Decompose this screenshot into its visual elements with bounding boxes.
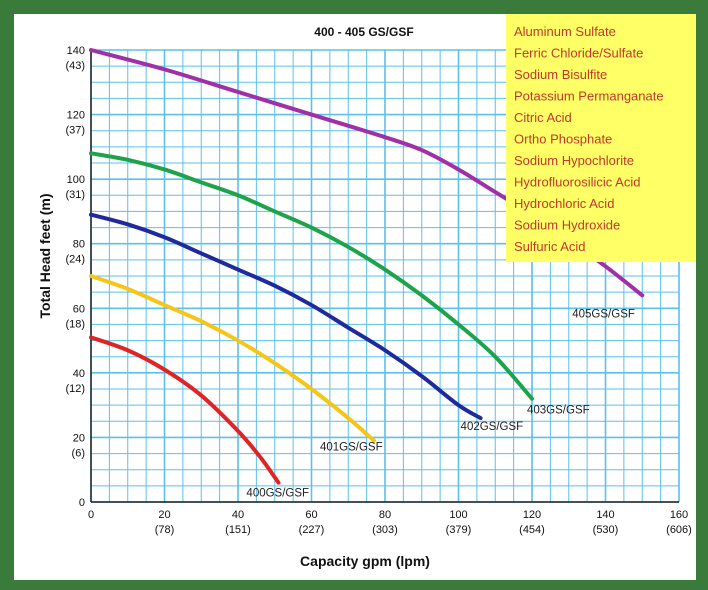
x-axis-title: Capacity gpm (lpm) [300, 553, 430, 569]
x-tick-label: 160 [670, 509, 688, 521]
legend-item: Sulfuric Acid [514, 239, 586, 254]
x-tick-label: 80 [379, 509, 391, 521]
y-tick-label: 60 [73, 303, 85, 315]
y-tick-label: 120 [67, 110, 85, 122]
y-tick-label: 40 [73, 368, 85, 380]
series-label: 400GS/GSF [246, 488, 309, 500]
legend-item: Citric Acid [514, 110, 572, 125]
y-tick-sublabel: (37) [65, 125, 85, 137]
x-tick-sublabel: (78) [155, 524, 175, 536]
y-tick-sublabel: (12) [65, 383, 85, 395]
legend-item: Ferric Chloride/Sulfate [514, 46, 643, 61]
legend-item: Sodium Hydroxide [514, 218, 620, 233]
series-line-400gs-gsf [89, 335, 281, 485]
legend-item: Sodium Bisulfite [514, 67, 607, 82]
legend-item: Hydrochloric Acid [514, 196, 614, 211]
legend: Aluminum Sulfate Ferric Chloride/Sulfate S… [506, 14, 696, 262]
x-tick-sublabel: (151) [225, 524, 251, 536]
y-axis-title: Total Head feet (m) [37, 194, 53, 319]
legend-item: Sodium Hypochlorite [514, 153, 634, 168]
legend-item: Potassium Permanganate [514, 89, 664, 104]
legend-item: Hydrofluorosilicic Acid [514, 175, 640, 190]
legend-item: Ortho Phosphate [514, 132, 612, 147]
grid [90, 49, 680, 503]
legend-item: Aluminum Sulfate [514, 24, 616, 39]
x-tick-label: 140 [596, 509, 614, 521]
y-tick-label: 20 [73, 432, 85, 444]
y-tick-label: 100 [67, 174, 85, 186]
y-tick-sublabel: (24) [65, 254, 85, 266]
x-tick-sublabel: (303) [372, 524, 398, 536]
legend-box [506, 14, 696, 262]
x-tick-sublabel: (379) [446, 524, 472, 536]
y-tick-sublabel: (31) [65, 189, 85, 201]
x-tick-label: 100 [449, 509, 467, 521]
series-line-402gs-gsf [89, 212, 483, 421]
series-label: 402GS/GSF [461, 421, 524, 433]
chart-panel: 0 20 (78) 40 (151) 60 (227) 80 (303) 100 (379) 120 (… [14, 14, 696, 580]
x-tick-label: 60 [305, 509, 317, 521]
y-tick-sublabel: (6) [72, 447, 85, 459]
x-tick-label: 40 [232, 509, 244, 521]
series-label: 401GS/GSF [320, 442, 383, 454]
x-tick-sublabel: (606) [666, 524, 692, 536]
y-tick-label: 0 [79, 497, 85, 509]
y-tick-label: 140 [67, 45, 85, 57]
x-tick-sublabel: (530) [593, 524, 619, 536]
x-tick-label: 0 [88, 509, 94, 521]
series-label: 403GS/GSF [527, 405, 590, 417]
pump-curve-chart: 0 20 (78) 40 (151) 60 (227) 80 (303) 100 (379) 120 (… [37, 14, 696, 569]
x-tick-label: 120 [523, 509, 541, 521]
y-tick-label: 80 [73, 239, 85, 251]
y-tick-sublabel: (18) [65, 318, 85, 330]
chart-title: 400 - 405 GS/GSF [314, 25, 413, 39]
x-tick-sublabel: (454) [519, 524, 545, 536]
x-tick-sublabel: (227) [299, 524, 325, 536]
series-line-401gs-gsf [89, 274, 376, 443]
axes: 0 20 (78) 40 (151) 60 (227) 80 (303) 100 (379) 120 (… [65, 45, 691, 536]
series-label: 405GS/GSF [572, 308, 635, 320]
x-tick-label: 20 [158, 509, 170, 521]
series-line-403gs-gsf [89, 151, 534, 401]
y-tick-sublabel: (43) [65, 60, 85, 72]
